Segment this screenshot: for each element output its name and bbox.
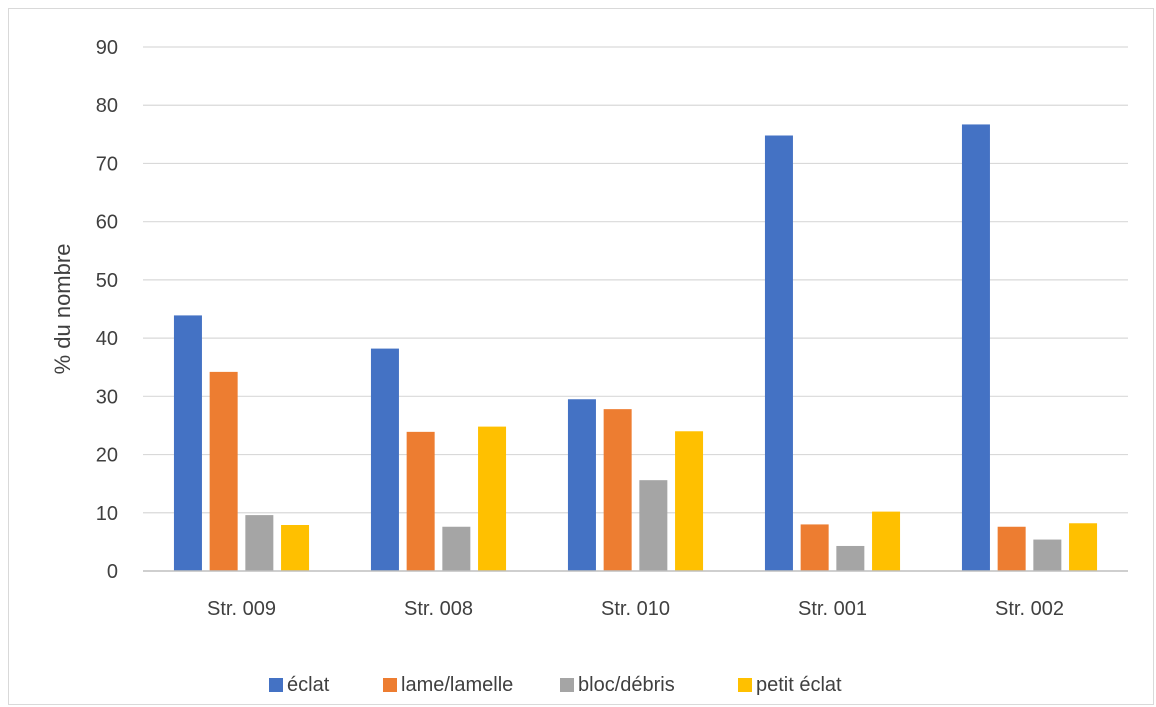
legend-label: bloc/débris xyxy=(578,674,675,696)
legend-swatch xyxy=(560,678,574,692)
y-tick-label: 30 xyxy=(96,386,118,408)
y-tick-label: 40 xyxy=(96,328,118,350)
x-tick-label: Str. 001 xyxy=(798,598,867,620)
y-tick-label: 70 xyxy=(96,153,118,175)
bar xyxy=(209,371,238,571)
legend-swatch xyxy=(269,678,283,692)
bar xyxy=(442,526,471,571)
bar xyxy=(281,525,310,571)
y-axis-label: % du nombre xyxy=(50,244,75,375)
legend-item: éclat xyxy=(269,674,330,696)
bar xyxy=(872,511,901,571)
bar xyxy=(370,348,399,571)
bar xyxy=(567,399,596,571)
bar xyxy=(603,409,632,571)
x-tick-label: Str. 002 xyxy=(995,598,1064,620)
bar xyxy=(997,526,1026,571)
y-tick-label: 0 xyxy=(107,561,118,583)
legend-item: lame/lamelle xyxy=(383,674,513,696)
legend-swatch xyxy=(738,678,752,692)
x-tick-label: Str. 009 xyxy=(207,598,276,620)
y-tick-label: 20 xyxy=(96,445,118,467)
bar xyxy=(173,315,202,571)
bar xyxy=(406,431,435,571)
x-axis-ticks: Str. 009 Str. 008 Str. 010 Str. 001 Str. 002 xyxy=(207,598,1064,620)
y-axis-ticks: 0 10 20 30 40 50 60 70 80 90 xyxy=(96,37,118,583)
legend-item: petit éclat xyxy=(738,674,842,696)
x-tick-label: Str. 010 xyxy=(601,598,670,620)
legend: éclat lame/lamelle bloc/débris petit éclat xyxy=(269,674,842,696)
y-tick-label: 10 xyxy=(96,503,118,525)
legend-label: éclat xyxy=(287,674,330,696)
bar xyxy=(675,431,704,571)
y-tick-label: 60 xyxy=(96,212,118,234)
bar xyxy=(639,480,668,571)
bar xyxy=(961,124,990,572)
x-tick-label: Str. 008 xyxy=(404,598,473,620)
y-tick-label: 80 xyxy=(96,95,118,117)
bar xyxy=(1069,523,1098,571)
legend-label: petit éclat xyxy=(756,674,842,696)
bar xyxy=(836,545,865,571)
bar xyxy=(478,426,507,571)
bar xyxy=(764,135,793,571)
bar xyxy=(1033,539,1062,571)
y-tick-label: 50 xyxy=(96,270,118,292)
legend-label: lame/lamelle xyxy=(401,674,513,696)
y-tick-label: 90 xyxy=(96,37,118,59)
legend-swatch xyxy=(383,678,397,692)
bar xyxy=(800,524,829,571)
legend-item: bloc/débris xyxy=(560,674,675,696)
bar xyxy=(245,515,274,571)
bars xyxy=(173,124,1098,572)
